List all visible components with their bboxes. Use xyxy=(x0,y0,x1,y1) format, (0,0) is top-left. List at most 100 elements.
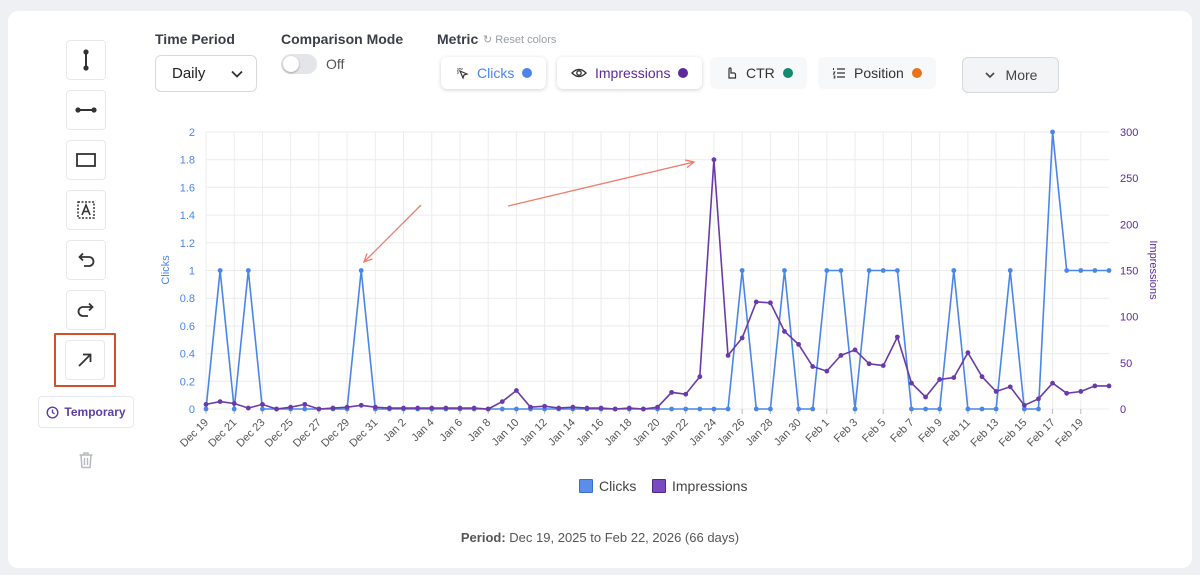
data-point-clicks xyxy=(260,406,265,412)
metric-clicks[interactable]: Clicks xyxy=(441,57,547,89)
legend-clicks[interactable]: Clicks xyxy=(579,478,636,494)
data-point-impressions xyxy=(937,377,943,382)
data-point-clicks xyxy=(1064,268,1070,273)
y-left-tick-label: 1.8 xyxy=(180,155,195,167)
y-left-tick-label: 0.8 xyxy=(180,293,195,305)
list-ordered-icon xyxy=(832,68,845,79)
y-left-tick-label: 1 xyxy=(189,266,195,278)
data-point-impressions xyxy=(231,401,237,406)
data-point-clicks xyxy=(739,268,745,273)
data-point-clicks xyxy=(810,406,816,412)
data-point-clicks xyxy=(753,406,759,412)
arrow-tool-inner xyxy=(65,340,105,380)
period-text: Dec 19, 2025 to Feb 22, 2026 (66 days) xyxy=(509,530,740,545)
x-tick-label: Jan 16 xyxy=(574,417,606,449)
redo-button[interactable] xyxy=(66,290,106,330)
data-point-impressions xyxy=(485,406,491,412)
data-point-impressions xyxy=(824,368,830,374)
horizontal-line-tool-button[interactable] xyxy=(66,90,106,130)
rectangle-tool-button[interactable] xyxy=(66,140,106,180)
metric-ctr[interactable]: CTR xyxy=(710,57,807,89)
data-point-impressions xyxy=(372,404,378,410)
metric-label: Metric xyxy=(437,31,479,47)
undo-icon xyxy=(78,252,95,267)
y-left-tick-label: 1.4 xyxy=(180,210,195,222)
metric-impressions-color-dot xyxy=(678,68,689,78)
data-point-clicks xyxy=(203,406,209,412)
y-right-tick-label: 250 xyxy=(1120,173,1138,185)
data-point-impressions xyxy=(909,380,914,386)
data-point-impressions xyxy=(429,405,435,411)
more-button[interactable]: More xyxy=(962,57,1059,93)
chart-card xyxy=(8,11,1192,568)
chevron-down-icon xyxy=(984,72,995,79)
delete-button[interactable] xyxy=(66,440,106,480)
data-point-impressions xyxy=(979,374,985,380)
metric-ctr-label: CTR xyxy=(746,65,775,81)
reset-colors-link[interactable]: ↻ Reset colors xyxy=(483,34,557,46)
y-right-tick-label: 100 xyxy=(1120,312,1138,324)
annotation-arrow-2-head xyxy=(685,159,696,169)
y-right-axis-title: Impressions xyxy=(1147,240,1159,300)
legend-clicks-swatch xyxy=(579,479,593,493)
y-left-tick-label: 1.6 xyxy=(180,182,195,194)
metric-ctr-color-dot xyxy=(782,68,793,78)
data-point-impressions xyxy=(683,391,689,397)
arrow-icon xyxy=(78,353,92,367)
metric-impressions[interactable]: Impressions xyxy=(557,57,703,89)
data-point-impressions xyxy=(415,405,421,411)
data-point-impressions xyxy=(443,405,449,411)
text-tool-button[interactable] xyxy=(66,190,106,230)
vertical-line-tool-button[interactable] xyxy=(66,40,106,80)
cursor-click-icon xyxy=(457,68,469,80)
x-tick-label: Jan 10 xyxy=(490,417,522,449)
data-point-impressions xyxy=(316,406,322,412)
x-tick-label: Jan 22 xyxy=(659,417,691,449)
data-point-clicks xyxy=(782,268,787,273)
data-point-clicks xyxy=(909,406,914,412)
data-point-impressions xyxy=(697,374,703,380)
time-period-select[interactable]: Daily xyxy=(155,55,257,92)
data-point-clicks xyxy=(1050,129,1055,135)
y-left-axis-title: Clicks xyxy=(160,255,172,285)
x-tick-label: Dec 23 xyxy=(234,417,267,450)
comparison-mode-toggle[interactable] xyxy=(281,54,317,74)
x-tick-label: Dec 21 xyxy=(206,417,239,450)
data-point-clicks xyxy=(1106,268,1112,273)
data-point-impressions xyxy=(655,404,660,410)
x-tick-label: Feb 13 xyxy=(969,417,1002,450)
y-right-tick-label: 0 xyxy=(1120,404,1126,416)
data-point-impressions xyxy=(1078,389,1084,394)
period-label: Period: xyxy=(460,530,506,545)
data-point-impressions xyxy=(1064,390,1070,396)
data-point-impressions xyxy=(782,329,787,334)
y-left-tick-label: 0.2 xyxy=(180,376,195,388)
metric-clicks-color-dot xyxy=(522,68,533,78)
data-point-clicks xyxy=(824,268,830,273)
metric-position-label: Position xyxy=(854,65,904,81)
data-point-clicks xyxy=(880,268,886,273)
data-point-impressions xyxy=(471,405,477,411)
x-tick-label: Dec 19 xyxy=(178,417,211,450)
y-left-tick-label: 0.4 xyxy=(180,349,195,361)
data-point-clicks xyxy=(894,268,900,273)
y-right-tick-label: 150 xyxy=(1120,266,1138,278)
y-right-tick-label: 200 xyxy=(1120,219,1138,231)
temporary-label: Temporary xyxy=(64,405,126,419)
arrow-tool-button[interactable] xyxy=(54,333,116,387)
temporary-button[interactable]: Temporary xyxy=(38,396,134,428)
x-tick-label: Jan 24 xyxy=(687,417,719,449)
annotation-arrow-1-head xyxy=(362,253,373,264)
x-tick-label: Jan 12 xyxy=(518,417,550,449)
x-tick-label: Feb 17 xyxy=(1025,417,1058,450)
data-point-impressions xyxy=(598,405,604,411)
data-point-clicks xyxy=(697,406,703,412)
data-point-impressions xyxy=(753,299,759,305)
metric-position[interactable]: Position xyxy=(818,57,936,89)
data-point-clicks xyxy=(796,406,801,412)
data-point-clicks xyxy=(302,406,308,412)
data-point-clicks xyxy=(1036,406,1041,412)
undo-button[interactable] xyxy=(66,240,106,280)
data-point-clicks xyxy=(217,268,223,273)
legend-impressions[interactable]: Impressions xyxy=(652,478,747,494)
